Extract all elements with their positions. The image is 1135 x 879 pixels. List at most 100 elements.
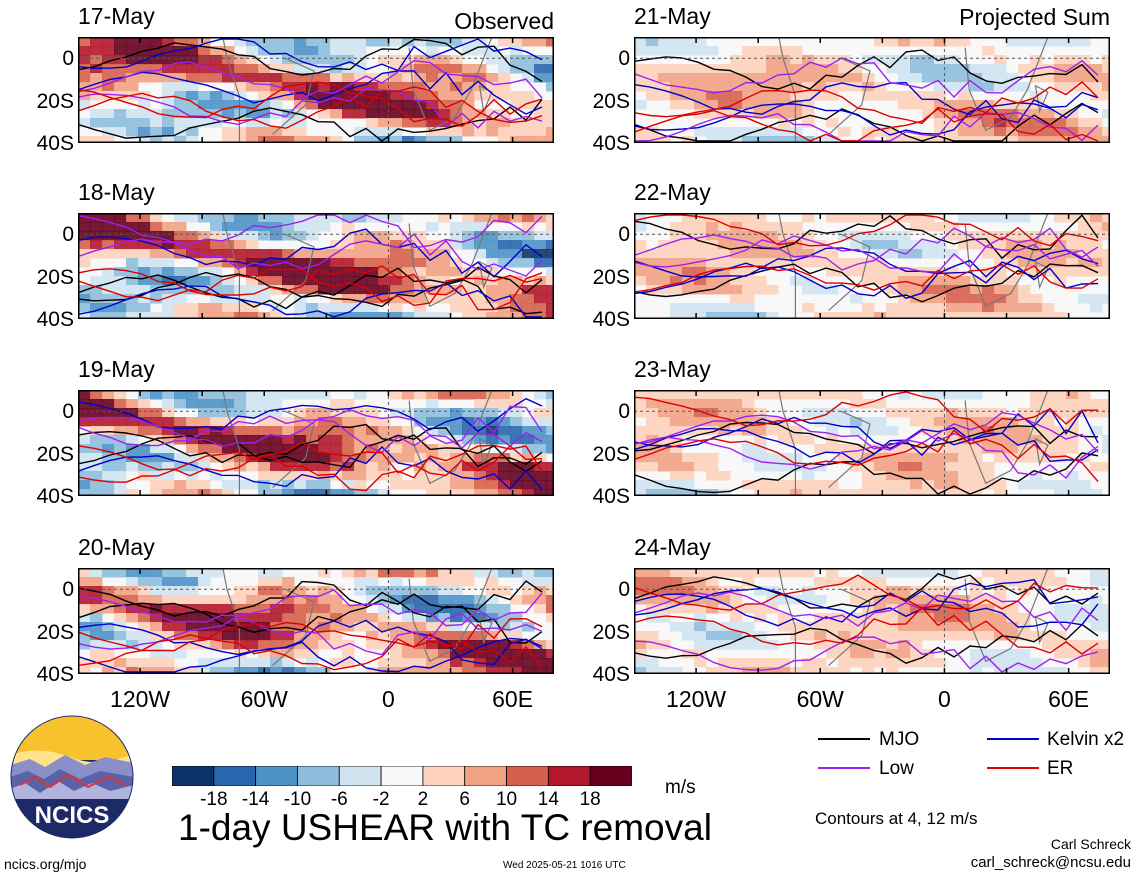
y-tick-label: 40S (36, 308, 74, 331)
y-tick-label: 20S (36, 89, 74, 113)
author-email: carl_schreck@ncsu.edu (970, 854, 1131, 871)
y-tick-label: 20S (36, 442, 74, 466)
y-tick-label: 40S (36, 663, 74, 686)
contour-legend: MJO Kelvin x2 Low ER (815, 728, 1135, 788)
colorbar-swatch (255, 766, 298, 786)
colorbar-swatch (338, 766, 382, 786)
y-tick-label: 40S (592, 132, 630, 155)
panel-date-title: 20-May (78, 534, 155, 560)
y-tick-label: 0 (618, 223, 630, 247)
legend-line-er (987, 767, 1039, 769)
panel-date-title: 18-May (78, 179, 155, 205)
colorbar-swatch (297, 766, 340, 786)
colorbar-tick-label: 6 (459, 789, 470, 810)
colorbar-swatch (422, 766, 466, 786)
y-tick-label: 40S (36, 132, 74, 155)
y-tick-label: 20S (592, 442, 630, 466)
colorbar-swatches (172, 766, 632, 786)
projected-sum-label: Projected Sum (959, 4, 1110, 30)
panel-date-title: 19-May (78, 356, 155, 382)
map-panel: 21-May (634, 3, 1110, 143)
panel-date-title: 23-May (634, 356, 711, 382)
y-tick-label: 0 (62, 578, 74, 602)
legend-label-low: Low (879, 758, 914, 779)
shear-map (634, 390, 1110, 496)
y-tick-label: 40S (592, 663, 630, 686)
colorbar-swatch (506, 766, 549, 786)
x-tick-label: 60W (796, 686, 844, 712)
colorbar-tick-label: -14 (241, 789, 270, 810)
map-panel: 19-May (78, 356, 554, 496)
legend-line-kelvin (987, 738, 1039, 740)
legend-label-kelvin: Kelvin x2 (1047, 729, 1125, 750)
x-tick-label: 0 (938, 686, 951, 712)
y-tick-label: 20S (592, 265, 630, 289)
y-tick-label: 40S (592, 485, 630, 508)
map-panel: 17-May (78, 3, 554, 143)
legend-line-mjo (818, 738, 870, 740)
ncics-logo-icon: NCICS (10, 715, 134, 839)
shear-map (78, 568, 554, 674)
colorbar-swatch (213, 766, 257, 786)
map-panel: 24-May (634, 534, 1110, 674)
legend-line-low (818, 767, 870, 769)
x-tick-label: 60E (1048, 686, 1090, 712)
colorbar-swatch (589, 766, 632, 786)
y-tick-label: 0 (618, 400, 630, 424)
legend-label-er: ER (1047, 758, 1074, 779)
colorbar-tick-label: -6 (330, 789, 348, 810)
x-tick-label: 60E (492, 686, 534, 712)
shear-map (78, 390, 554, 496)
y-tick-label: 0 (62, 47, 74, 71)
colorbar-tick-label: -10 (283, 789, 312, 810)
main-title: 1-day USHEAR with TC removal (178, 807, 712, 848)
colorbar-tick-label: -18 (200, 789, 228, 810)
shear-map (634, 568, 1110, 674)
colorbar-unit: m/s (665, 777, 696, 798)
y-tick-label: 20S (592, 89, 630, 113)
map-panel: 18-May (78, 179, 554, 319)
y-tick-label: 20S (36, 265, 74, 289)
colorbar-tick-label: -2 (372, 789, 390, 810)
colorbar-swatch (547, 766, 591, 786)
shear-map (78, 213, 554, 319)
y-tick-label: 0 (62, 400, 74, 424)
colorbar: -18 -14 -10 -6 -2 2 6 10 14 18 (172, 766, 632, 816)
y-tick-label: 20S (592, 620, 630, 644)
colorbar-swatch (172, 766, 215, 786)
x-tick-label: 0 (382, 686, 395, 712)
observed-label: Observed (454, 8, 554, 34)
legend-label-mjo: MJO (879, 729, 920, 750)
colorbar-swatch (380, 766, 424, 786)
y-tick-label: 0 (618, 47, 630, 71)
panel-date-title: 21-May (634, 3, 711, 29)
y-tick-label: 0 (62, 223, 74, 247)
x-tick-label: 120W (110, 686, 171, 712)
colorbar-tick-label: 2 (417, 789, 429, 810)
colorbar-tick-label: 18 (579, 789, 601, 810)
y-tick-label: 0 (618, 578, 630, 602)
timestamp: Wed 2025-05-21 1016 UTC (503, 860, 626, 871)
website-link[interactable]: ncics.org/mjo (4, 856, 87, 872)
panel-date-title: 17-May (78, 3, 155, 29)
map-panel: 23-May (634, 356, 1110, 496)
colorbar-tick-label: 10 (495, 789, 518, 810)
y-tick-label: 40S (36, 485, 74, 508)
shear-map (78, 37, 554, 143)
colorbar-swatch (464, 766, 507, 786)
colorbar-tick-label: 14 (537, 789, 559, 810)
shear-map (634, 37, 1110, 143)
logo-text: NCICS (35, 802, 110, 829)
contour-note: Contours at 4, 12 m/s (815, 809, 978, 828)
x-tick-label: 60W (240, 686, 288, 712)
map-panel: 22-May (634, 179, 1110, 319)
x-tick-label: 120W (666, 686, 727, 712)
y-tick-label: 40S (592, 308, 630, 331)
author-name: Carl Schreck (1050, 836, 1131, 852)
panel-date-title: 22-May (634, 179, 711, 205)
y-tick-label: 20S (36, 620, 74, 644)
ncics-logo: NCICS (10, 715, 134, 839)
panel-date-title: 24-May (634, 534, 711, 560)
shear-map (634, 213, 1110, 319)
map-panel: 20-May (78, 534, 554, 674)
